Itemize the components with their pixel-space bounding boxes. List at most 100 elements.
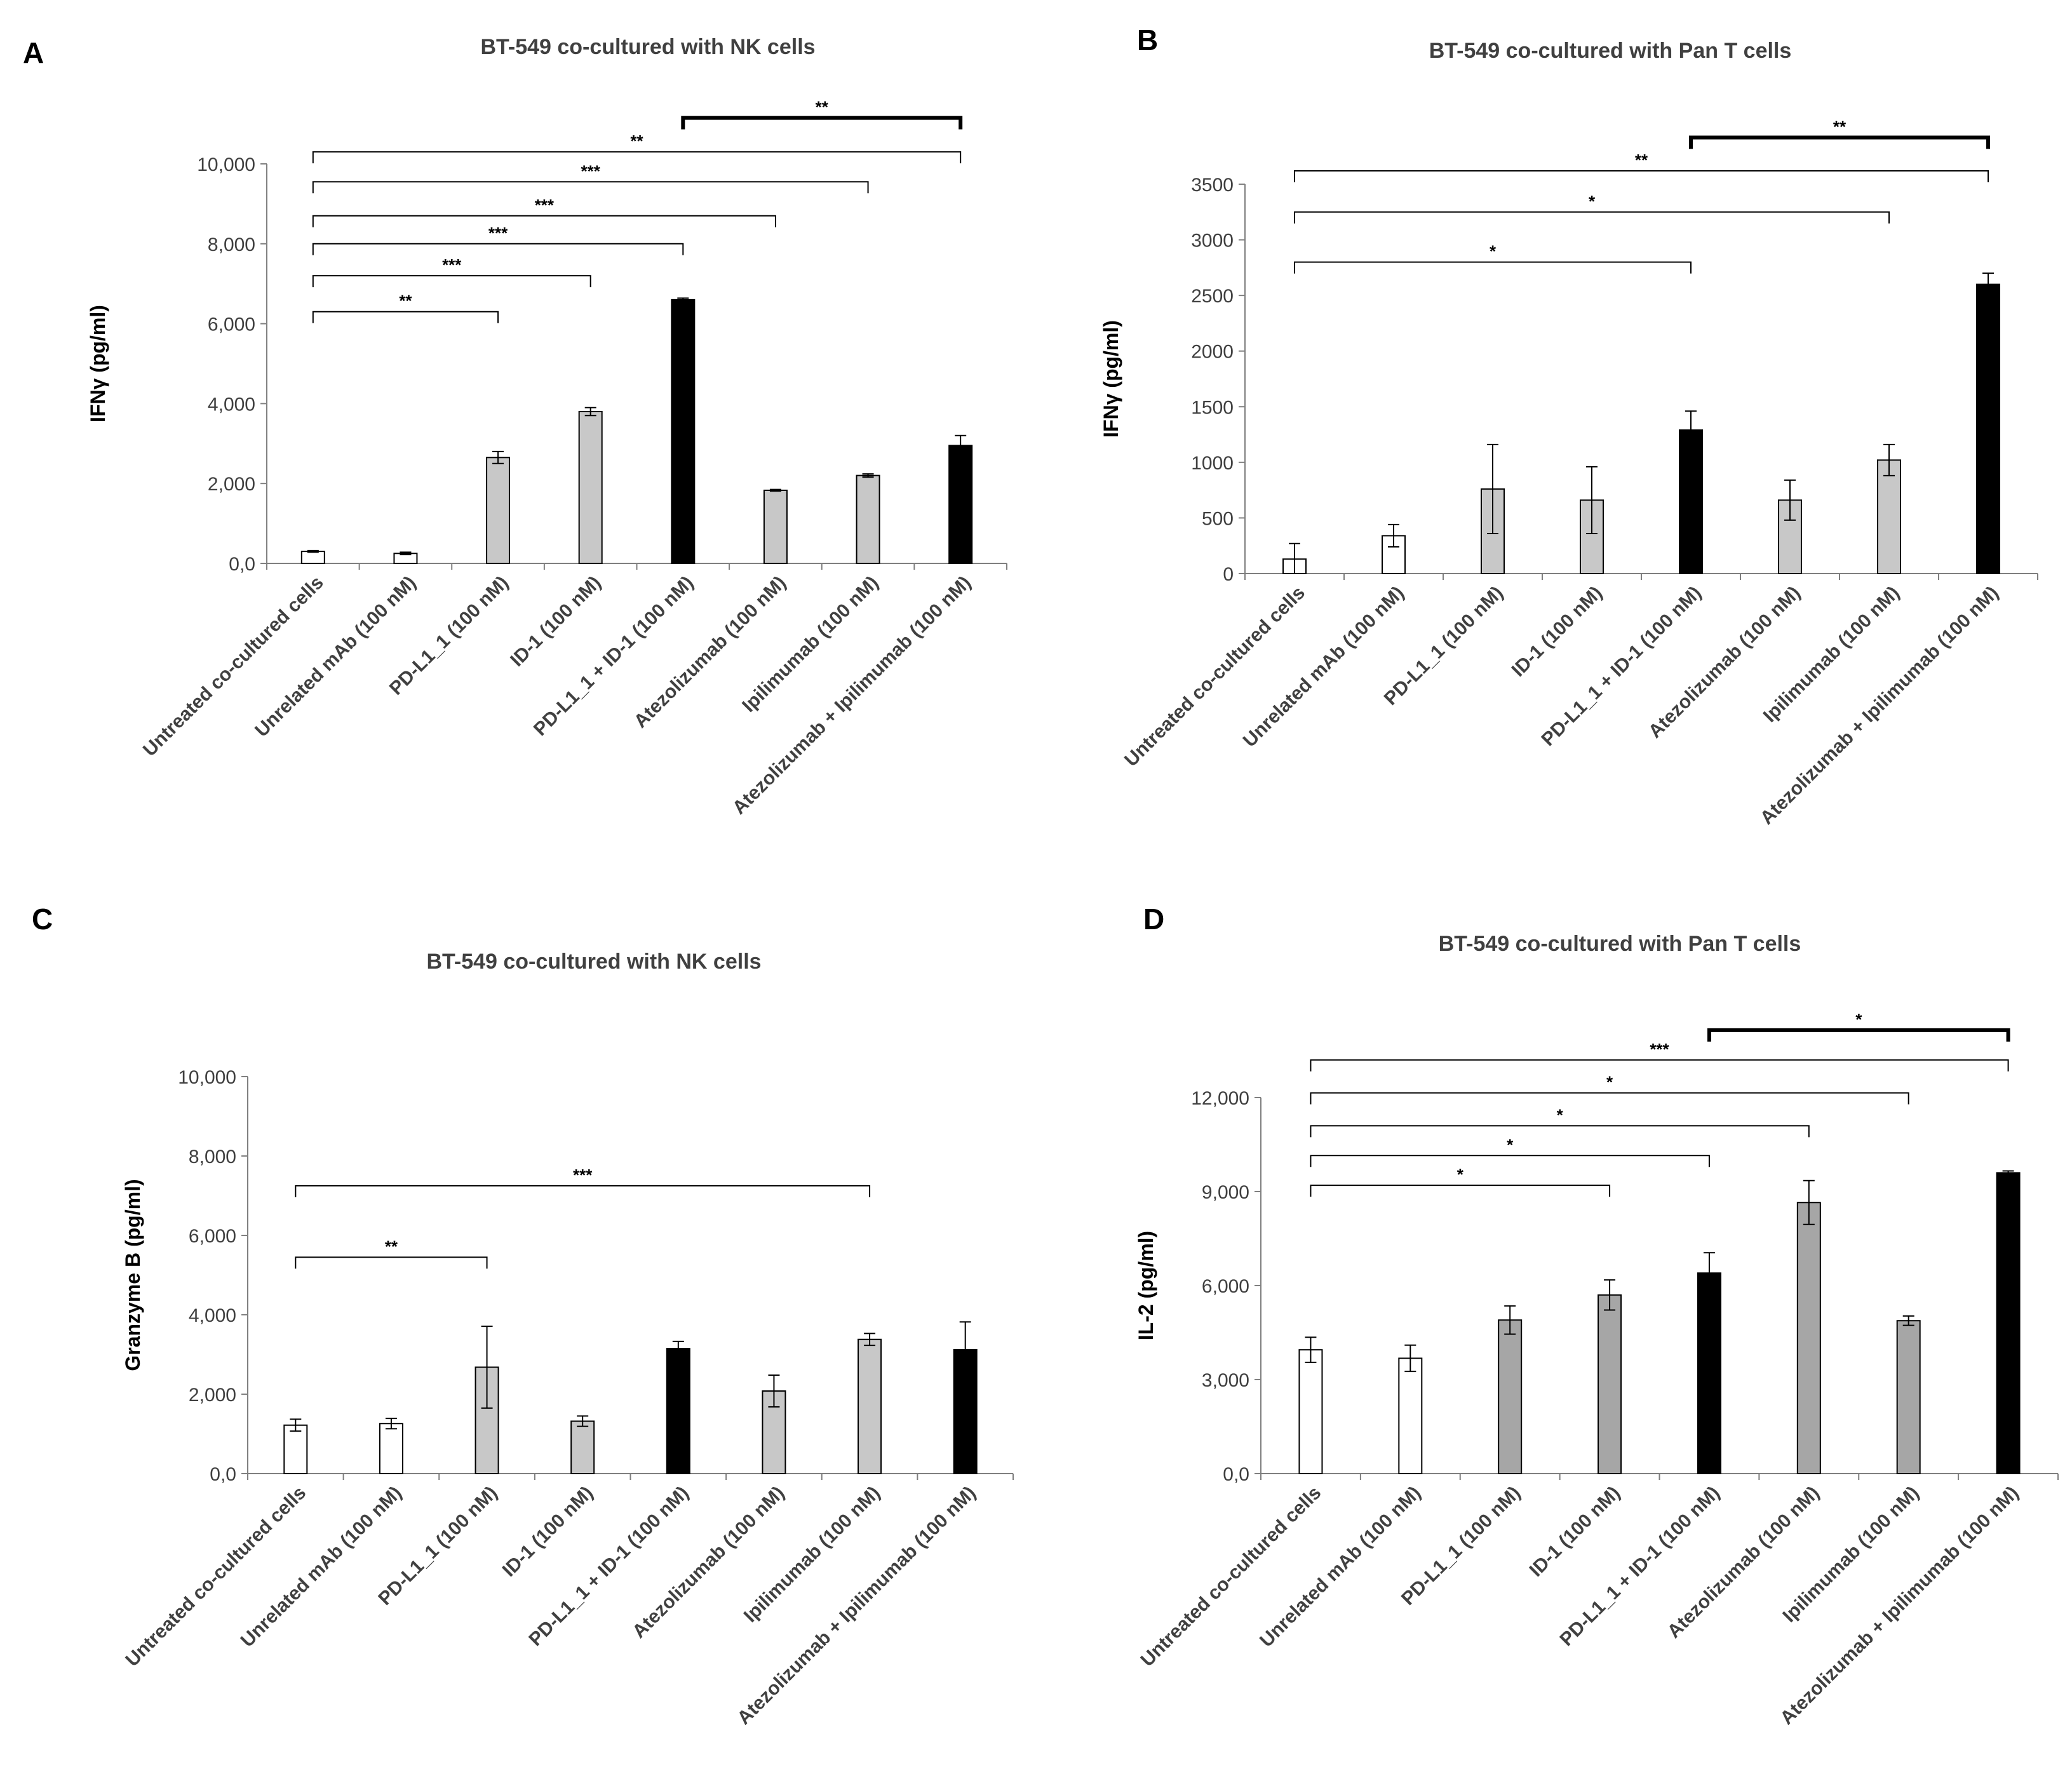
bar (1498, 1319, 1523, 1474)
y-axis-label: IFNγ (pg/ml) (1100, 320, 1122, 438)
bar (578, 410, 603, 564)
significance-bracket (681, 116, 963, 130)
significance-bracket (1689, 135, 1990, 149)
significance-bracket (312, 181, 869, 194)
y-tick-label: 2,000 (208, 474, 255, 495)
y-axis-label: IL-2 (pg/ml) (1134, 1231, 1157, 1340)
significance-label: ** (630, 131, 643, 151)
significance-label: * (1457, 1165, 1464, 1184)
x-tick-label: Unrelated mAb (100 nM) (1256, 1482, 1425, 1651)
y-tick-label: 6,000 (208, 314, 255, 335)
bar (856, 474, 880, 564)
significance-label: ** (399, 292, 412, 311)
significance-label: *** (442, 255, 462, 274)
significance-bracket (312, 243, 684, 255)
bar (858, 1338, 882, 1474)
bar (1598, 1294, 1622, 1475)
y-tick-label: 500 (1202, 508, 1234, 529)
y-tick-label: 12,000 (1191, 1088, 1249, 1109)
significance-bracket (1310, 1185, 1611, 1197)
y-tick-label: 10,000 (178, 1067, 236, 1088)
chart-title: BT-549 co-cultured with NK cells (426, 950, 761, 974)
significance-bracket (1294, 170, 1989, 182)
significance-bracket (312, 311, 499, 323)
bar (671, 299, 696, 564)
bar (1796, 1202, 1821, 1475)
bar (474, 1366, 499, 1474)
bar (1996, 1172, 2021, 1475)
y-tick-label: 0,0 (210, 1464, 236, 1485)
significance-bracket (295, 1185, 871, 1197)
panel-a: A BT-549 co-cultured with NK cells IFNγ (… (0, 0, 1036, 889)
significance-bracket (312, 215, 776, 227)
y-tick-label: 4,000 (208, 394, 255, 415)
significance-label: * (1589, 192, 1596, 211)
significance-label: ** (1635, 151, 1648, 170)
significance-bracket (1294, 211, 1890, 224)
y-axis-label: IFNγ (pg/ml) (86, 305, 109, 422)
panel-letter-b: B (1137, 24, 1159, 57)
significance-label: *** (1650, 1040, 1669, 1059)
significance-bracket (1310, 1125, 1810, 1138)
bar (1679, 429, 1703, 575)
significance-label: * (1557, 1105, 1564, 1124)
significance-bracket (312, 275, 591, 288)
x-tick-label: Untreated co-cultured cells (1137, 1482, 1326, 1671)
y-tick-label: 0 (1223, 564, 1234, 585)
chart-panel-c: BT-549 co-cultured with NK cells Granzyme… (121, 950, 1014, 1729)
y-tick-label: 4,000 (189, 1305, 236, 1326)
y-tick-label: 9,000 (1202, 1182, 1249, 1203)
bar (1697, 1272, 1721, 1475)
bar (486, 457, 511, 564)
chart-title: BT-549 co-cultured with Pan T cells (1439, 932, 1801, 956)
y-tick-label: 3000 (1191, 231, 1234, 252)
y-tick-label: 0,0 (229, 554, 255, 575)
chart-title: BT-549 co-cultured with Pan T cells (1429, 39, 1792, 63)
bar (763, 489, 788, 565)
significance-label: ** (1833, 117, 1847, 136)
bar (948, 445, 973, 564)
bar (1896, 1320, 1921, 1475)
y-tick-label: 2000 (1191, 342, 1234, 363)
y-tick-label: 1500 (1191, 397, 1234, 418)
significance-bracket (1707, 1028, 2010, 1042)
y-tick-label: 2500 (1191, 286, 1234, 307)
significance-label: * (1490, 242, 1497, 261)
significance-label: *** (573, 1166, 593, 1185)
y-tick-label: 8,000 (208, 234, 255, 255)
significance-bracket (295, 1256, 488, 1269)
significance-label: *** (535, 196, 555, 215)
y-tick-label: 1000 (1191, 453, 1234, 474)
panel-letter-d: D (1143, 903, 1165, 936)
significance-label: *** (488, 224, 508, 243)
significance-bracket (1310, 1092, 1909, 1105)
chart-title: BT-549 co-cultured with NK cells (480, 35, 815, 59)
x-tick-label: PD-L1_1 + ID-1 (100 nM) (1556, 1482, 1723, 1650)
y-tick-label: 6,000 (189, 1226, 236, 1247)
bar (379, 1423, 403, 1474)
significance-label: *** (581, 161, 601, 180)
bar (1877, 459, 1901, 575)
significance-label: ** (816, 98, 829, 117)
y-axis-label: Granzyme B (pg/ml) (121, 1179, 144, 1371)
significance-bracket (1294, 261, 1692, 274)
chart-panel-a: BT-549 co-cultured with NK cells IFNγ (pg… (86, 35, 1007, 819)
y-tick-label: 2,000 (189, 1385, 236, 1406)
significance-bracket (312, 151, 962, 164)
panel-b: B BT-549 co-cultured with Pan T cells IFN… (0, 0, 2072, 889)
panel-letter-a: A (23, 36, 44, 69)
y-tick-label: 0,0 (1223, 1464, 1249, 1485)
significance-label: * (1606, 1073, 1613, 1092)
significance-label: * (1507, 1135, 1514, 1154)
panel-c: C BT-549 co-cultured with NK cells Granzy… (32, 903, 1014, 1729)
significance-label: ** (385, 1237, 398, 1256)
x-tick-label: ID-1 (100 nM) (1526, 1482, 1624, 1581)
significance-bracket (1310, 1059, 2009, 1072)
significance-bracket (1310, 1155, 1710, 1167)
y-tick-label: 3,000 (1202, 1370, 1249, 1391)
y-tick-label: 6,000 (1202, 1276, 1249, 1297)
bar (1398, 1357, 1423, 1475)
bar (1298, 1349, 1323, 1474)
